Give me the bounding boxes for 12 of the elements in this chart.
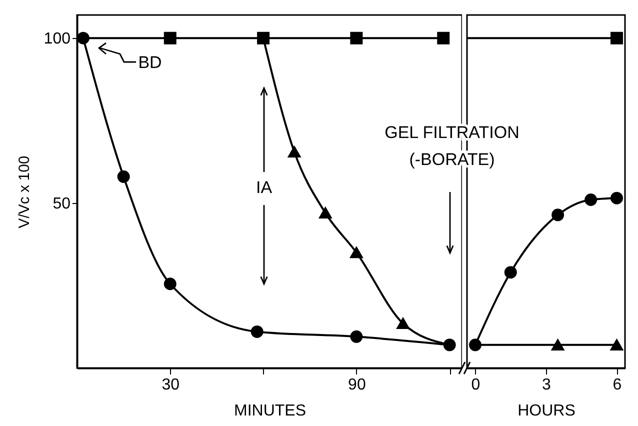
y-tick-label: 100: [44, 30, 71, 48]
y-tick-label: 50: [52, 196, 71, 213]
x-tick-label: 0: [471, 376, 480, 394]
x-tick-label: 30: [162, 376, 180, 394]
x-tick-label: 90: [348, 376, 366, 394]
x-axis-title: HOURS: [518, 402, 576, 420]
x-axis-title: MINUTES: [234, 402, 306, 420]
annotation: BD: [138, 53, 162, 72]
y-axis-title: V/Vc x 100: [16, 156, 33, 228]
annotation: IA: [256, 178, 273, 197]
x-tick-label: 3: [542, 376, 552, 394]
x-tick-label: 6: [612, 376, 622, 394]
